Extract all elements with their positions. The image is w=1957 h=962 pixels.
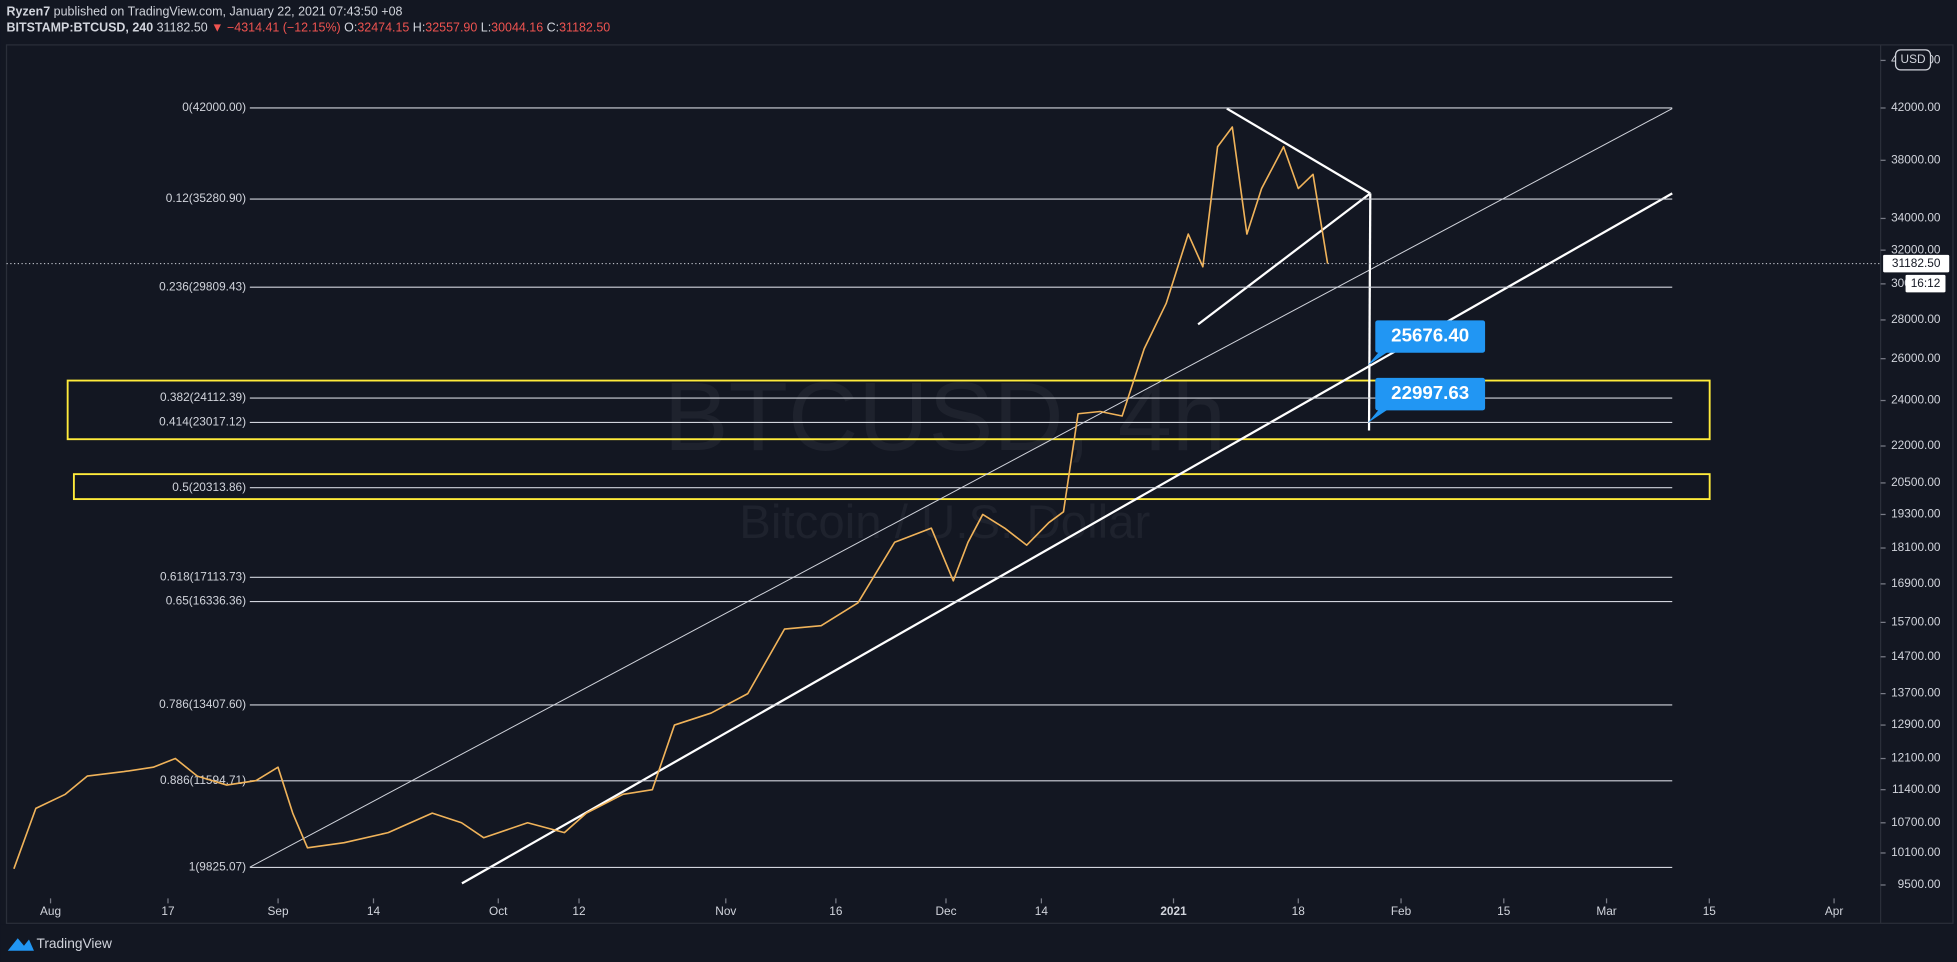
y-tick-label: 12900.00 bbox=[1891, 717, 1941, 731]
header-line-1: Ryzen7 published on TradingView.com, Jan… bbox=[7, 5, 403, 19]
footer: TradingView bbox=[0, 924, 1957, 962]
y-tick-label: 11400.00 bbox=[1892, 782, 1941, 796]
x-tick-label: 2021 bbox=[1160, 904, 1187, 918]
x-tick-label: Sep bbox=[268, 904, 289, 918]
countdown-badge bbox=[1905, 274, 1946, 293]
close-label: C: bbox=[547, 21, 559, 35]
y-tick-label: 19300.00 bbox=[1891, 507, 1941, 521]
triangle-line bbox=[1226, 107, 1371, 195]
y-tick-label: 20500.00 bbox=[1891, 475, 1941, 489]
fib-label: 0.65(16336.36) bbox=[166, 594, 246, 608]
fib-label: 0(42000.00) bbox=[182, 100, 246, 114]
countdown: 16:12 bbox=[1911, 276, 1941, 290]
y-tick-label: 10100.00 bbox=[1891, 845, 1941, 859]
callout-box bbox=[1375, 377, 1486, 411]
y-tick-label: 13700.00 bbox=[1891, 686, 1941, 700]
close: 31182.50 bbox=[559, 21, 610, 35]
zone-box bbox=[66, 379, 1711, 441]
symbol: BITSTAMP:BTCUSD, 240 bbox=[7, 21, 154, 35]
callout-label: 25676.40 bbox=[1391, 324, 1469, 345]
y-tick-label: 38000.00 bbox=[1891, 152, 1941, 166]
projection-line bbox=[1367, 193, 1372, 431]
x-tick-label: 18 bbox=[1292, 904, 1306, 918]
pane-border bbox=[5, 44, 1954, 924]
y-tick-label: 16900.00 bbox=[1891, 576, 1941, 590]
low-label: L: bbox=[481, 21, 491, 35]
footer-bar bbox=[0, 924, 1957, 962]
fib-label: 0.12(35280.90) bbox=[166, 191, 246, 205]
x-tick-label: 15 bbox=[1703, 904, 1717, 918]
y-tick-label: 15700.00 bbox=[1891, 615, 1941, 629]
header-line-2: BITSTAMP:BTCUSD, 240 31182.50 ▼ −4314.41… bbox=[7, 21, 611, 35]
callout-label: 22997.63 bbox=[1391, 382, 1469, 403]
zone-box bbox=[72, 473, 1711, 501]
last-price-badge bbox=[1883, 254, 1950, 273]
y-tick-label: 42000.00 bbox=[1891, 100, 1941, 114]
fib-label: 0.618(17113.73) bbox=[160, 569, 246, 583]
x-tick-label: Aug bbox=[40, 904, 61, 918]
triangle-line bbox=[1197, 192, 1371, 326]
watermark-symbol: BTCUSD, 4h bbox=[664, 362, 1226, 471]
open-label: O: bbox=[344, 21, 357, 35]
y-tick-label: 22000.00 bbox=[1891, 438, 1941, 452]
y-tick-label: 12100.00 bbox=[1891, 751, 1941, 765]
y-tick-label: 14700.00 bbox=[1891, 649, 1941, 663]
price-line bbox=[13, 126, 1329, 870]
high-label: H: bbox=[413, 21, 425, 35]
watermark-name: Bitcoin / U.S. Dollar bbox=[739, 496, 1150, 549]
logo bbox=[7, 938, 34, 951]
last: 31182.50 bbox=[157, 21, 208, 35]
x-tick-label: 15 bbox=[1497, 904, 1511, 918]
y-tick-label: 9500.00 bbox=[1898, 877, 1941, 891]
y-tick-label: 34000.00 bbox=[1891, 211, 1941, 225]
currency: USD bbox=[1901, 52, 1926, 66]
x-tick-label: Feb bbox=[1391, 904, 1412, 918]
currency-badge bbox=[1894, 49, 1932, 71]
y-tick-label: 26000.00 bbox=[1891, 351, 1941, 365]
y-tick-label: 24000.00 bbox=[1891, 393, 1941, 407]
y-tick-label: 32000.00 bbox=[1891, 242, 1941, 256]
x-tick-label: Mar bbox=[1596, 904, 1616, 918]
callout-box bbox=[1375, 320, 1486, 353]
brand: TradingView bbox=[36, 936, 112, 951]
y-tick-label: 28000.00 bbox=[1891, 312, 1941, 326]
fib-label: 0.786(13407.60) bbox=[159, 697, 246, 711]
x-tick-label: Nov bbox=[715, 904, 736, 918]
x-tick-label: 14 bbox=[1035, 904, 1049, 918]
x-tick-label: 17 bbox=[161, 904, 174, 918]
fib-label: 0.414(23017.12) bbox=[159, 415, 246, 429]
open: 32474.15 bbox=[357, 21, 409, 35]
x-tick-label: Oct bbox=[489, 904, 508, 918]
fib-label: 0.236(29809.43) bbox=[159, 279, 246, 293]
x-tick-label: 16 bbox=[829, 904, 843, 918]
published: published on TradingView.com, January 22… bbox=[54, 5, 403, 19]
trend-line bbox=[461, 192, 1673, 885]
author: Ryzen7 bbox=[7, 5, 51, 19]
x-tick-label: 14 bbox=[367, 904, 381, 918]
x-tick-label: Apr bbox=[1825, 904, 1843, 918]
last-price-label: 31182.50 bbox=[1892, 256, 1941, 270]
fib-label: 0.886(11594.71) bbox=[160, 773, 246, 787]
y-tick-label: 10700.00 bbox=[1891, 815, 1941, 829]
x-tick-label: 12 bbox=[572, 904, 585, 918]
y-tick-label: 18100.00 bbox=[1891, 540, 1941, 554]
fib-label: 0.382(24112.39) bbox=[160, 390, 246, 404]
fib-label: 1(9825.07) bbox=[189, 860, 246, 874]
x-tick-label: Dec bbox=[935, 904, 956, 918]
fib-label: 0.5(20313.86) bbox=[172, 480, 246, 494]
change: ▼ −4314.41 (−12.15%) bbox=[211, 21, 341, 35]
low: 30044.16 bbox=[491, 21, 543, 35]
high: 32557.90 bbox=[425, 21, 477, 35]
